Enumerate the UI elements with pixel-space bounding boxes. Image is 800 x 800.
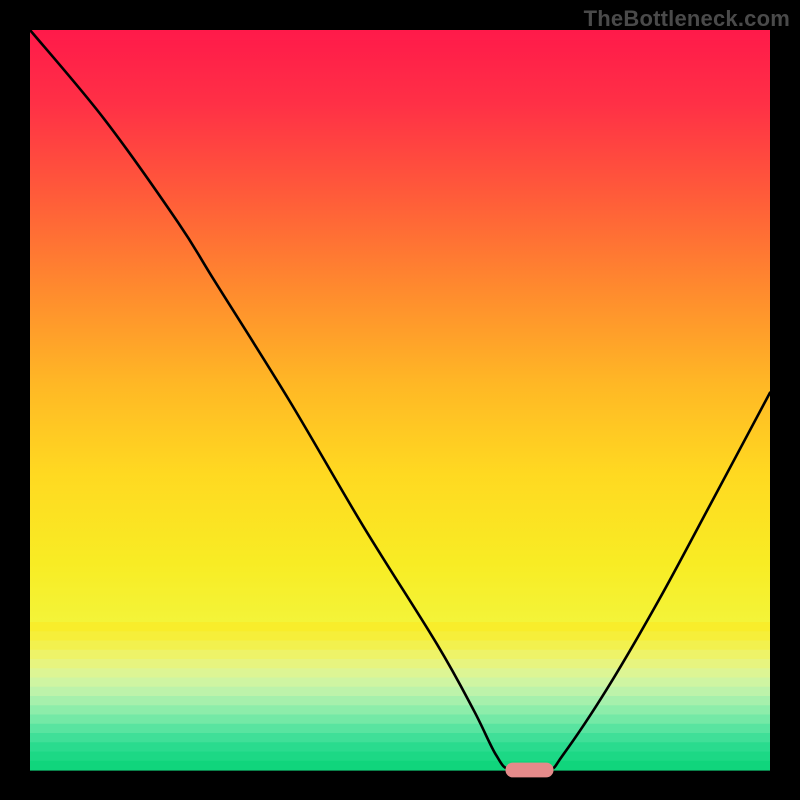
band-stripe <box>30 641 770 651</box>
band-stripe <box>30 705 770 715</box>
band-stripe <box>30 631 770 641</box>
band-stripe <box>30 650 770 660</box>
watermark-text: TheBottleneck.com <box>584 6 790 32</box>
band-stripe <box>30 687 770 697</box>
band-stripe <box>30 659 770 669</box>
band-stripe <box>30 752 770 762</box>
band-stripe <box>30 668 770 678</box>
band-stripe <box>30 696 770 706</box>
bottleneck-chart <box>0 0 800 800</box>
band-stripe <box>30 622 770 632</box>
band-stripe <box>30 733 770 743</box>
band-stripe <box>30 715 770 725</box>
optimal-point-marker <box>505 763 553 778</box>
band-stripe <box>30 742 770 752</box>
band-stripe <box>30 678 770 688</box>
band-stripe <box>30 761 770 771</box>
band-stripe <box>30 724 770 734</box>
